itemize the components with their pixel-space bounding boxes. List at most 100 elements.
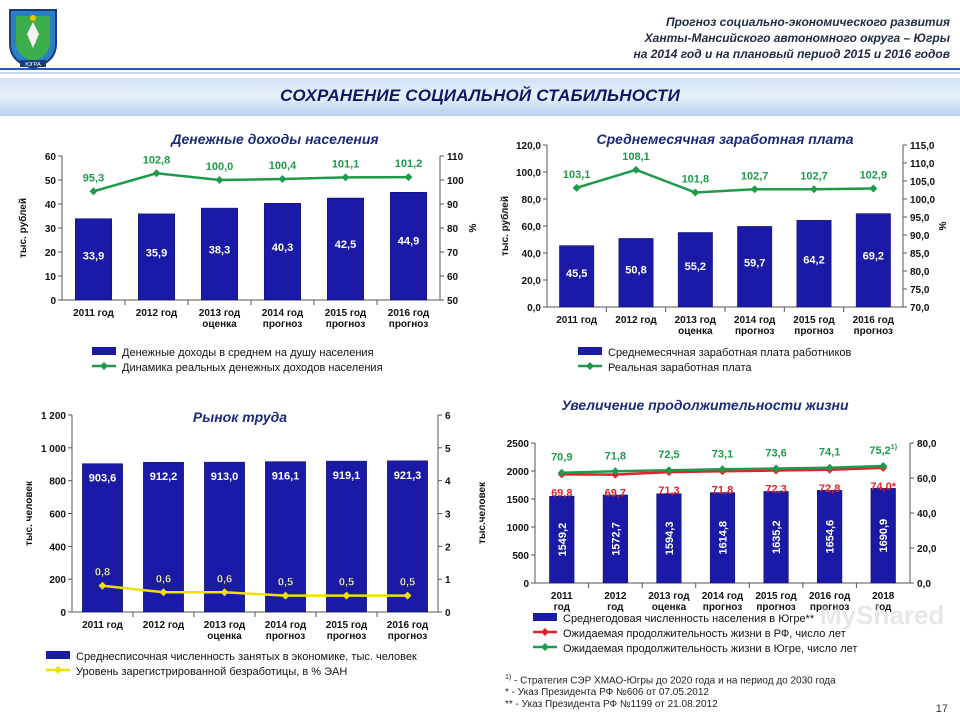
life-line-label-sup: 1)	[891, 444, 897, 451]
income-line-point	[89, 187, 98, 196]
income-line-label: 101,1	[332, 158, 360, 170]
income-y2tick-label: 60	[447, 272, 459, 283]
income-category-label: 2012 год	[136, 308, 178, 319]
labor-ytick-label: 200	[49, 575, 66, 586]
life-category-line: 2014 год	[702, 591, 744, 602]
watermark: MyShared	[820, 600, 945, 630]
life-line-point	[557, 468, 566, 477]
life-legend-swatch	[533, 613, 557, 621]
labor-line-point	[342, 591, 351, 600]
labor-bar-label: 912,2	[150, 471, 178, 483]
salary-line-point	[632, 165, 640, 174]
chart-title-labor: Рынок труда	[192, 409, 288, 425]
labor-legend-marker	[54, 666, 62, 674]
life-category-label: 2016 год прогноз	[809, 591, 851, 613]
salary-bar-label: 59,7	[744, 258, 765, 270]
income-y2tick-label: 100	[447, 176, 464, 187]
life-category-line: 2018	[872, 591, 895, 602]
income-line-label: 100,4	[269, 160, 297, 172]
header-line-2: Ханты-Мансийского автономного округа – Ю…	[644, 31, 950, 45]
salary-bar-label: 45,5	[566, 268, 587, 280]
income-line-point	[404, 173, 413, 182]
life-legend-label: Ожидаемая продолжительность жизни в Югре…	[563, 643, 857, 655]
income-legend-label: Динамика реальных денежных доходов насел…	[122, 362, 383, 374]
income-category-label: 2015 год прогноз	[325, 308, 367, 330]
life-line-label: 75,21)	[869, 444, 897, 457]
labor-category-label: 2015 год прогноз	[326, 620, 368, 642]
life-line-label: 73,1	[712, 448, 733, 460]
salary-line-point	[572, 183, 581, 192]
header-title: Прогноз социально-экономического развити…	[634, 14, 951, 62]
life-legend-label: Ожидаемая продолжительность жизни в РФ, …	[563, 628, 846, 640]
life-bar-label: 1635,2	[771, 520, 783, 554]
income-line-label: 100,0	[206, 161, 234, 173]
income-line-point	[215, 176, 224, 184]
labor-line-point	[281, 591, 290, 600]
labor-category-label: 2011 год	[82, 620, 123, 631]
header-line-1: Прогноз социально-экономического развити…	[665, 15, 950, 29]
life-category-label: 2013 год оценка	[648, 591, 690, 613]
footnote-2: * - Указ Президента РФ №606 от 07.05.201…	[505, 687, 709, 699]
life-category-line: оценка	[652, 602, 687, 613]
life-category-line: прогноз	[810, 602, 849, 613]
salary-bar	[618, 238, 654, 308]
income-category-line: 2012 год	[136, 308, 178, 319]
header-divider	[0, 68, 960, 74]
salary-line-label: 102,7	[800, 170, 828, 182]
labor-bar-label: 913,0	[211, 471, 239, 483]
life-line-point	[825, 463, 834, 472]
income-category-label: 2011 год	[73, 308, 114, 319]
svg-text:ЮГРА: ЮГРА	[25, 62, 41, 68]
salary-category-label: 2011 год	[556, 315, 597, 326]
income-line-label: 95,3	[83, 172, 104, 184]
section-title: СОХРАНЕНИЕ СОЦИАЛЬНОЙ СТАБИЛЬНОСТИ	[279, 86, 681, 105]
life-line-point	[879, 462, 888, 471]
salary-line-point	[691, 188, 700, 197]
life-bar	[656, 493, 682, 584]
income-category-line: оценка	[202, 319, 237, 330]
life-line-label: 71,8	[605, 450, 626, 462]
income-bar	[389, 191, 428, 301]
life-line-point	[664, 466, 673, 475]
labor-category-line: 2013 год	[204, 620, 246, 631]
footnote-1-mark: 1)	[505, 674, 512, 681]
labor-category-line: 2011 год	[82, 620, 123, 631]
salary-ytick-label: 100,0	[516, 168, 541, 179]
labor-category-line: прогноз	[266, 631, 305, 642]
life-legend-label: Среднегодовая численность населения в Юг…	[563, 613, 815, 625]
labor-ytick-label: 1 000	[41, 444, 66, 455]
life-line-label: 69,7	[605, 488, 626, 500]
life-ytick-label: 0	[523, 579, 529, 590]
salary-category-line: прогноз	[854, 326, 893, 337]
life-bar	[549, 495, 575, 584]
life-bar	[763, 491, 789, 584]
labor-category-line: 2012 год	[143, 620, 185, 631]
labor-bar-label: 921,3	[394, 470, 422, 482]
labor-bar	[265, 461, 306, 613]
chart-title-life: Увеличение продолжительности жизни	[561, 397, 849, 413]
life-category-label: 2015 год прогноз	[755, 591, 797, 613]
salary-line-point	[869, 184, 878, 193]
life-y2tick-label: 40,0	[917, 509, 937, 520]
salary-y2tick-label: 110,0	[910, 159, 935, 170]
income-legend-marker	[100, 362, 108, 370]
labor-y2tick-label: 5	[445, 444, 451, 455]
salary-y2tick-label: 95,0	[910, 213, 930, 224]
income-category-line: прогноз	[326, 319, 365, 330]
footnote-1: - Стратегия СЭР ХМАО-Югры до 2020 года и…	[511, 675, 836, 687]
labor-category-line: прогноз	[388, 631, 427, 642]
salary-y2tick-label: 100,0	[910, 195, 935, 206]
income-ytick-label: 50	[45, 176, 57, 187]
salary-bar	[796, 220, 832, 308]
labor-legend-label: Среднесписочная численность занятых в эк…	[76, 651, 417, 663]
income-category-line: 2014 год	[262, 308, 304, 319]
salary-y2tick-label: 85,0	[910, 249, 930, 260]
income-ytick-label: 10	[45, 272, 57, 283]
life-category-label: 2011 год	[551, 591, 573, 613]
income-category-line: 2015 год	[325, 308, 367, 319]
income-legend-label: Денежные доходы в среднем на душу населе…	[122, 347, 374, 359]
income-ytick-label: 0	[50, 296, 56, 307]
income-category-line: 2011 год	[73, 308, 114, 319]
life-category-label: 2014 год прогноз	[702, 591, 744, 613]
income-bar	[200, 207, 239, 301]
